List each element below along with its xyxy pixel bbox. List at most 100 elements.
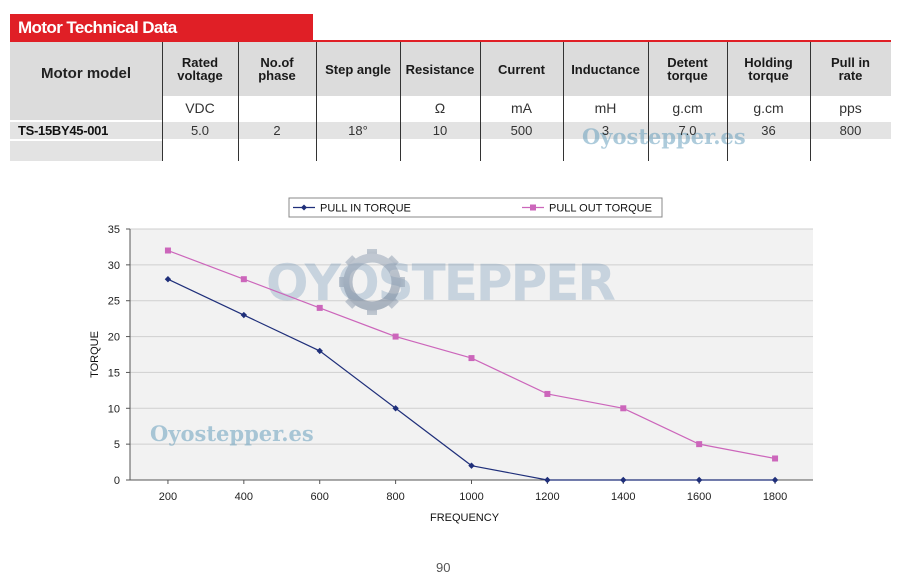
column-header: Step angle [316, 42, 400, 96]
data-point [316, 347, 323, 355]
column-unit: VDC [185, 100, 215, 116]
legend-marker [530, 204, 536, 211]
plot-area [130, 229, 813, 480]
logo-watermark: OYOSTEPPER [266, 254, 615, 312]
section-title: Motor Technical Data [18, 18, 177, 37]
data-point [695, 476, 703, 484]
data-point [240, 276, 247, 283]
data-point [620, 405, 627, 412]
model-name: TS-15BY45-001 [18, 123, 109, 138]
data-point [240, 311, 248, 319]
column-unit: mA [511, 100, 532, 116]
column-value: 500 [510, 123, 533, 138]
column-divider [727, 42, 728, 161]
x-tick-label: 1400 [611, 491, 635, 503]
gear-logo-icon [339, 249, 405, 315]
column-value: 7.0 [678, 123, 697, 138]
section-title-banner: Motor Technical Data [10, 14, 313, 41]
data-point [696, 441, 703, 448]
column-header: Inductance [563, 42, 648, 96]
x-tick-label: 200 [159, 491, 177, 503]
legend-label: PULL OUT TORQUE [549, 203, 652, 215]
column-divider [400, 42, 401, 161]
x-tick-label: 1200 [535, 491, 559, 503]
column-header: Holding torque [727, 42, 810, 96]
torque-frequency-chart: 0 5 10 15 20 25 30 35 200 400 600 800 1000 1200 1400 16… [89, 197, 813, 524]
column-header: Rated voltage [162, 42, 238, 96]
legend-marker [301, 204, 307, 211]
data-point [468, 355, 475, 362]
data-point [544, 476, 551, 484]
data-point [771, 476, 779, 484]
x-tick-label: 400 [235, 491, 253, 503]
x-tick-label: 1000 [459, 491, 483, 503]
column-header-line: Current [498, 61, 545, 77]
x-tick-label: 1600 [687, 491, 711, 503]
column-divider [238, 42, 239, 161]
data-point [392, 333, 399, 340]
column-header-line: phase [258, 68, 296, 83]
spec-table: Motor model TS-15BY45-001 Oyostepper.es … [10, 42, 891, 162]
data-point [468, 462, 475, 469]
gear-ring [343, 253, 401, 311]
model-header: Motor model [41, 65, 131, 82]
y-tick-label: 15 [108, 367, 120, 379]
data-point [392, 405, 399, 412]
y-axis-label: TORQUE [89, 331, 101, 378]
column-header-line: torque [748, 68, 789, 83]
data-point [316, 304, 323, 311]
banner-divider [10, 40, 891, 42]
x-axis-label: FREQUENCY [430, 512, 500, 524]
y-tick-label: 35 [108, 224, 120, 236]
column-value: 18° [348, 123, 368, 138]
x-tick-label: 1800 [763, 491, 787, 503]
column-value: 10 [432, 123, 448, 138]
data-point [772, 455, 779, 462]
data-point [620, 476, 627, 484]
column-header: Current [480, 42, 563, 96]
model-header-cell: Motor model [10, 42, 162, 120]
y-tick-label: 20 [108, 332, 120, 344]
column-divider [162, 42, 163, 161]
data-point [544, 390, 551, 397]
legend-box [288, 197, 663, 218]
data-point [164, 247, 171, 254]
column-header-line: Pull in [831, 55, 870, 70]
column-header-line: Holding [744, 55, 793, 70]
column-header-line: voltage [177, 68, 223, 83]
column-value: 2 [273, 123, 281, 138]
column-header-line: No.of [260, 55, 294, 70]
x-tick-label: 800 [386, 491, 404, 503]
column-unit: mH [594, 100, 617, 116]
column-header: No.of phase [238, 42, 316, 96]
table-row-band [10, 122, 891, 139]
column-header-line: Detent [667, 55, 708, 70]
column-value: 5.0 [190, 123, 210, 138]
column-divider [563, 42, 564, 161]
x-tick-label: 600 [311, 491, 329, 503]
y-tick-label: 30 [108, 260, 120, 272]
column-value: 800 [839, 123, 862, 138]
column-unit: g.cm [753, 100, 784, 116]
column-header-line: Rated [181, 55, 219, 70]
column-unit: g.cm [672, 100, 703, 116]
column-value: 3 [601, 123, 610, 138]
column-header: Pull in rate [810, 42, 891, 96]
column-header-line: torque [667, 68, 708, 83]
column-header-line: Resistance [405, 61, 475, 77]
column-unit: pps [839, 100, 862, 116]
data-point [164, 276, 172, 283]
column-header-line: Step angle [325, 61, 391, 77]
y-tick-label: 5 [114, 439, 120, 451]
y-tick-label: 25 [108, 296, 120, 308]
column-divider [316, 42, 317, 161]
column-unit: Ω [434, 100, 446, 116]
column-divider [480, 42, 481, 161]
y-tick-label: 10 [108, 403, 120, 415]
column-header-line: Inductance [571, 61, 640, 77]
y-tick-label: 0 [114, 475, 120, 487]
table-empty-row [10, 141, 162, 161]
column-header-line: rate [838, 68, 863, 83]
column-header: Resistance [400, 42, 480, 96]
column-divider [810, 42, 811, 161]
